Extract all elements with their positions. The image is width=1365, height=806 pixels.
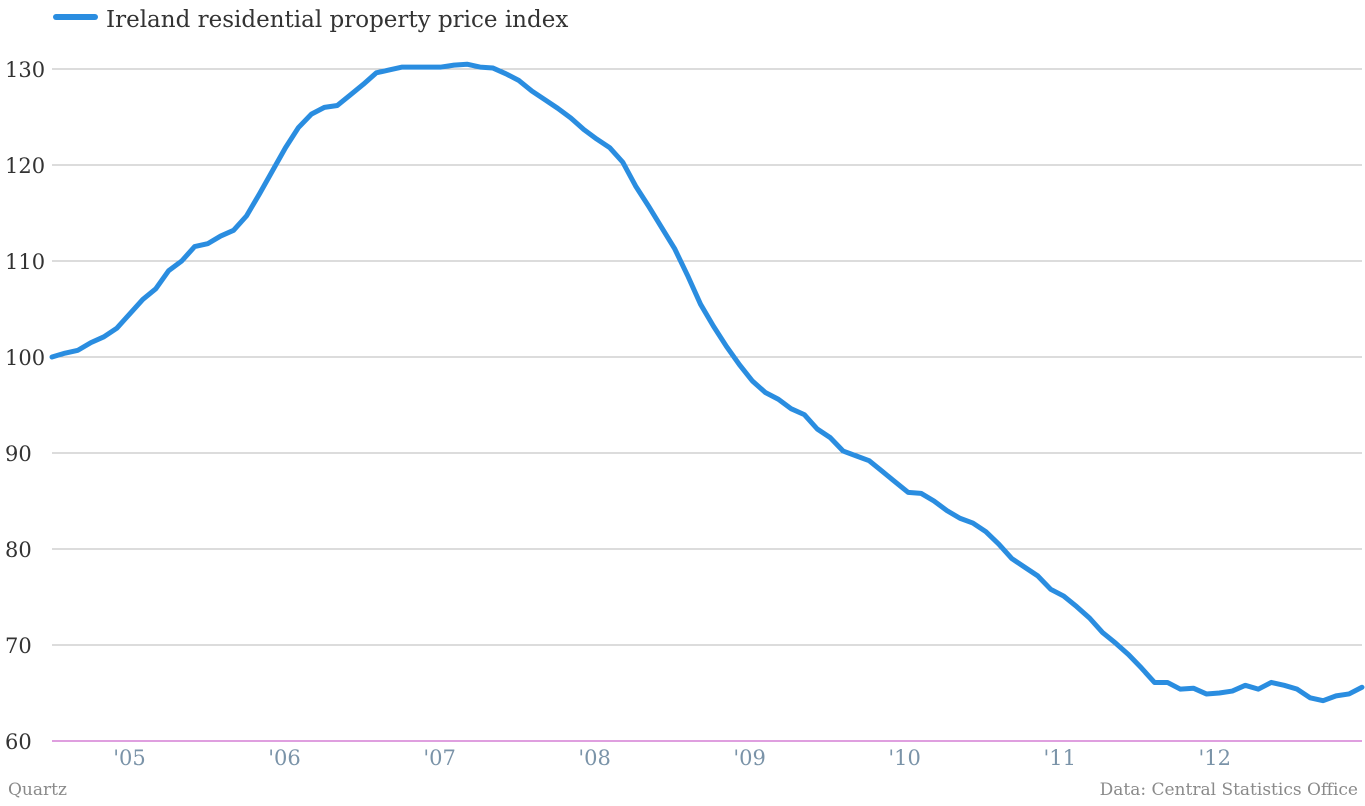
x-tick-label: '12 (1198, 746, 1231, 770)
y-tick-label: 120 (5, 154, 45, 178)
gridlines (52, 68, 1362, 742)
y-tick-label: 70 (5, 634, 32, 658)
y-tick-label: 80 (5, 538, 32, 562)
y-tick-label: 90 (5, 442, 32, 466)
source-right: Data: Central Statistics Office (1100, 780, 1358, 800)
x-axis-ticks: '05 '06 '07 '08 '09 '10 '11 '12 (113, 746, 1231, 770)
y-tick-label: 130 (5, 58, 45, 82)
x-tick-label: '07 (423, 746, 456, 770)
x-tick-label: '11 (1043, 746, 1076, 770)
y-axis-ticks: 60 70 80 90 100 110 120 130 (5, 58, 45, 754)
legend: Ireland residential property price index (53, 7, 568, 33)
x-tick-label: '09 (733, 746, 766, 770)
x-tick-label: '08 (578, 746, 611, 770)
series-line-ireland-property-price-index (49, 61, 1365, 704)
x-tick-label: '05 (113, 746, 146, 770)
y-tick-label: 110 (5, 250, 45, 274)
y-tick-label: 60 (5, 730, 32, 754)
y-tick-label: 100 (5, 346, 45, 370)
source-left: Quartz (8, 780, 67, 800)
legend-label: Ireland residential property price index (106, 7, 568, 33)
x-tick-label: '10 (888, 746, 921, 770)
series-layer (49, 61, 1365, 704)
x-tick-label: '06 (268, 746, 301, 770)
